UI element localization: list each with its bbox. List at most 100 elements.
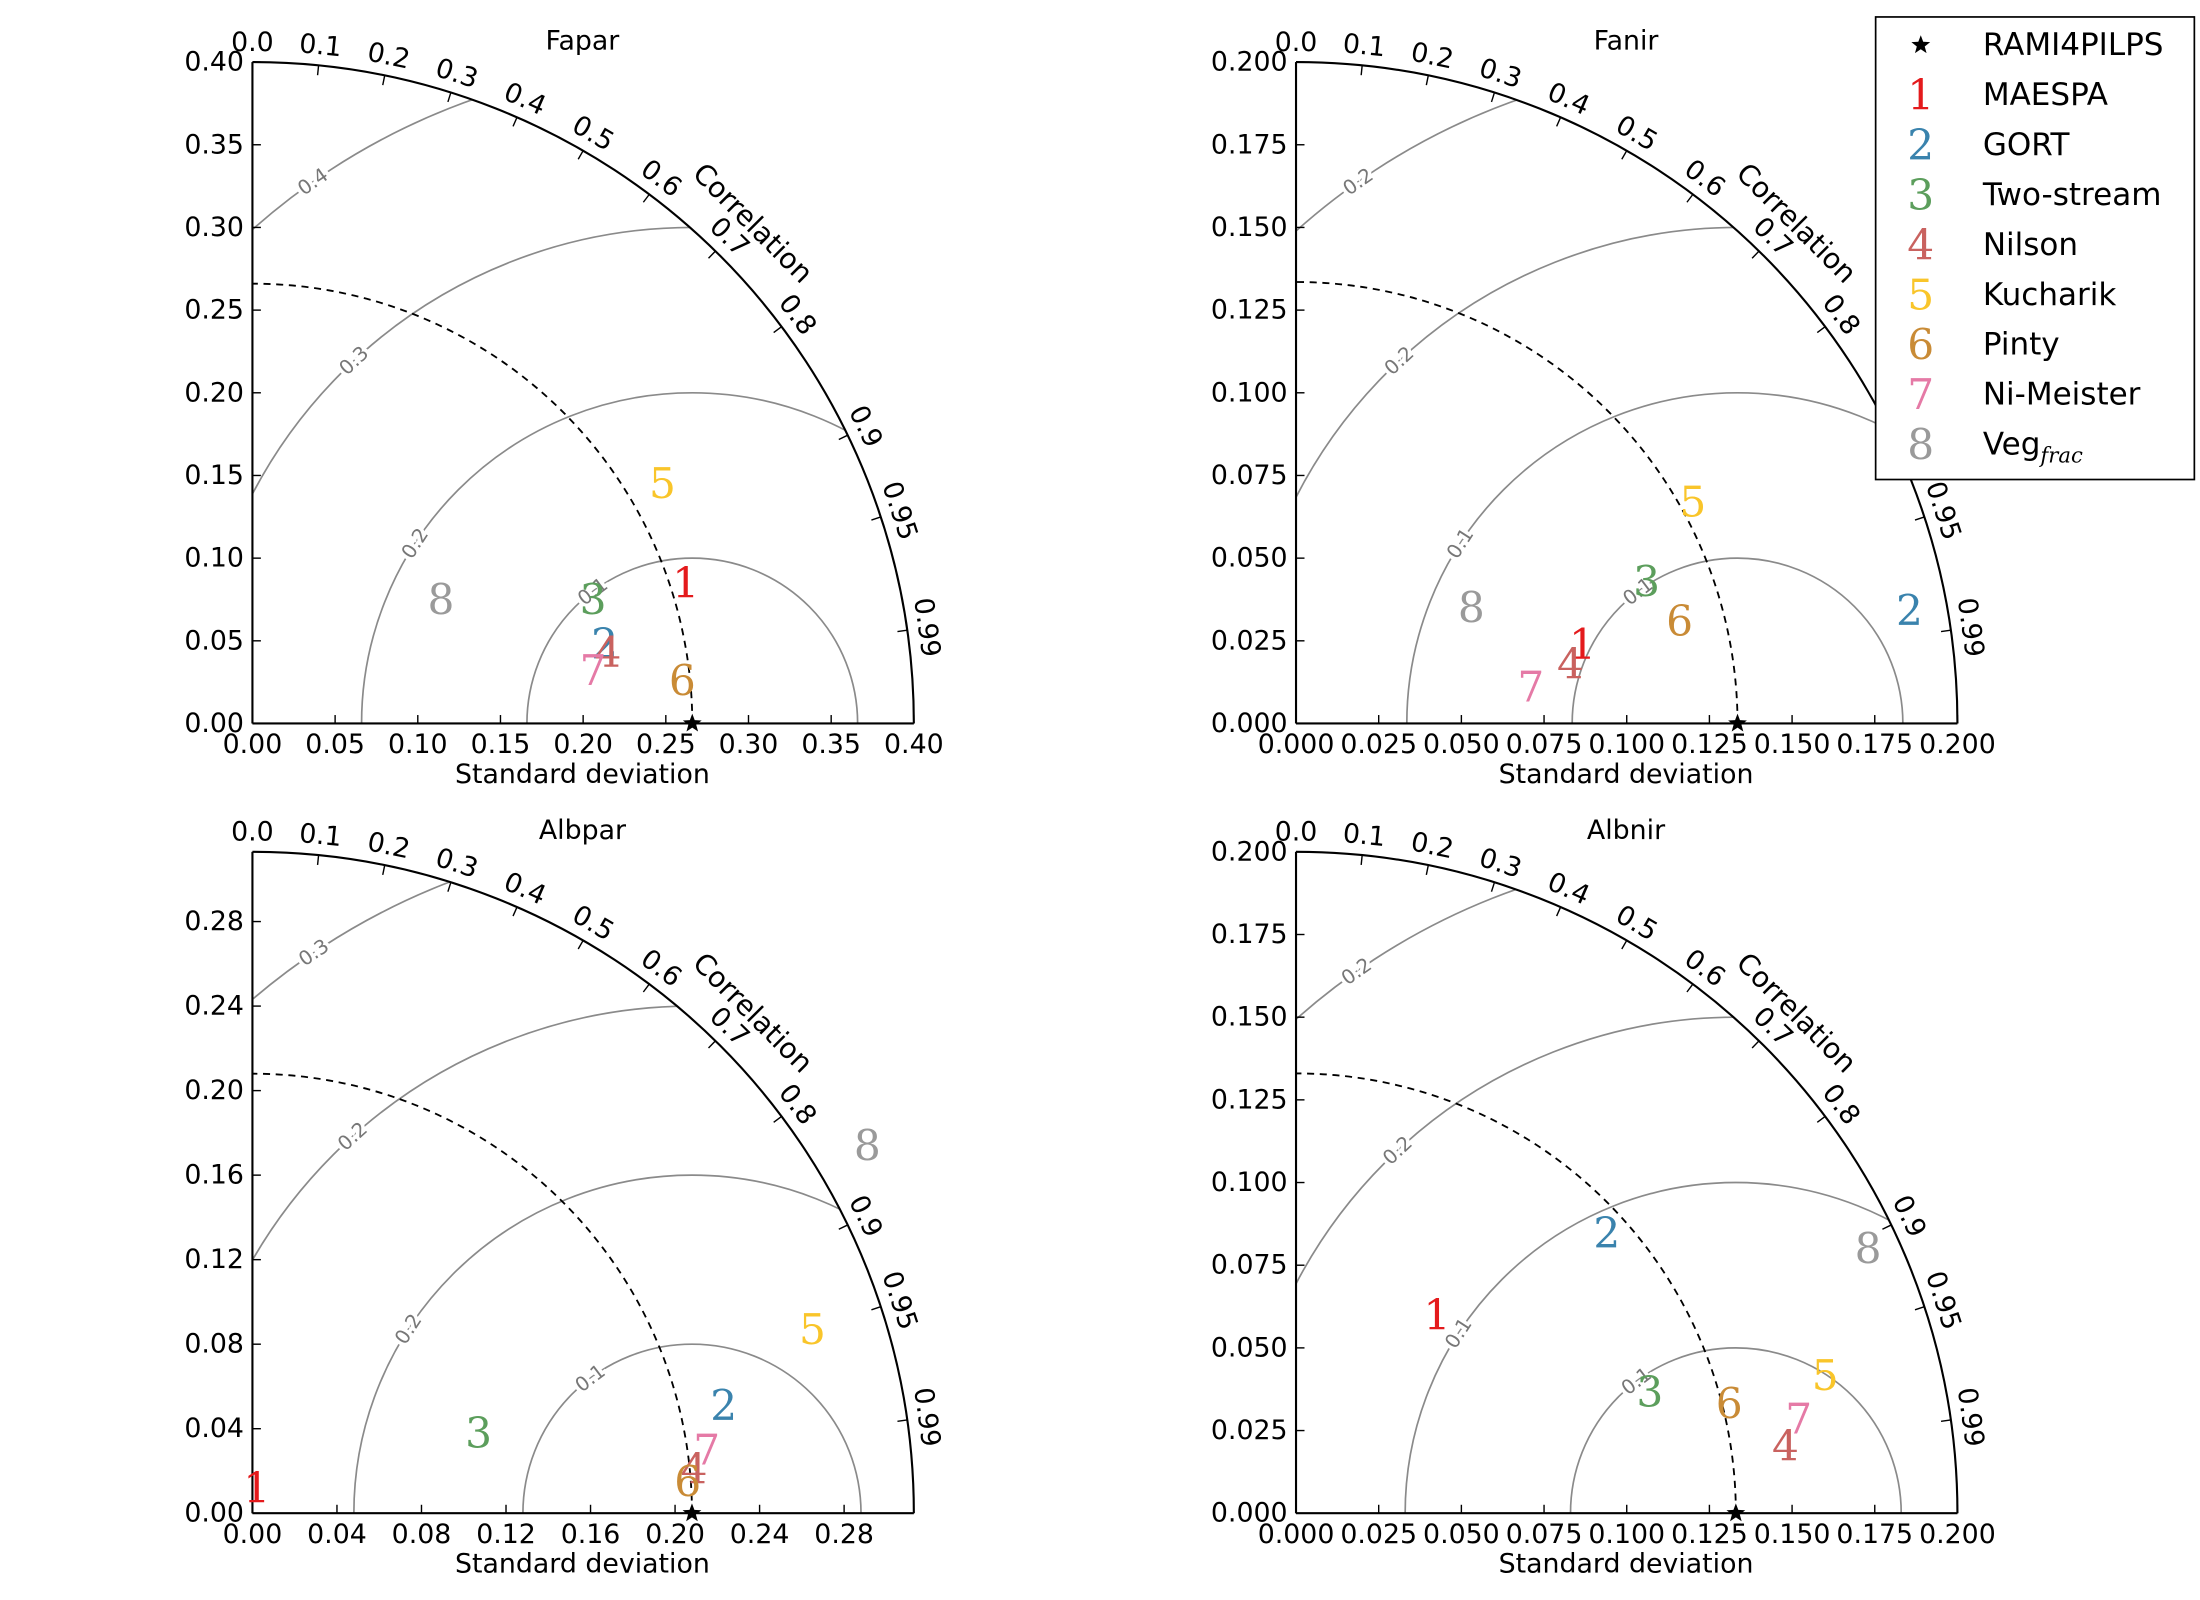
reference-point [1728, 713, 1747, 732]
x-tick-label: 0.30 [719, 729, 779, 760]
x-tick-label: 0.075 [1506, 729, 1583, 760]
x-tick-label: 0.175 [1836, 1519, 1913, 1550]
model-point: 5 [1812, 1351, 1839, 1400]
panel-title: Albnir [1587, 815, 1666, 846]
x-tick-label: 0.150 [1754, 729, 1831, 760]
y-tick-label: 0.35 [184, 129, 244, 160]
correlation-tick-label: 0.9 [842, 1190, 888, 1242]
legend-label: RAMI4PILPS [1983, 27, 2164, 63]
rms-label: 0.3 [294, 934, 333, 971]
model-point: 1 [1569, 620, 1596, 669]
x-tick-label: 0.35 [801, 729, 861, 760]
y-tick-label: 0.00 [184, 1498, 244, 1529]
correlation-tick [708, 1040, 716, 1049]
correlation-tick [512, 906, 518, 917]
y-tick-label: 0.04 [184, 1413, 244, 1444]
y-tick-label: 0.28 [184, 906, 244, 937]
correlation-tick [1816, 1115, 1826, 1123]
rms-label: 0.4 [293, 163, 332, 200]
y-tick-label: 0.125 [1211, 295, 1288, 326]
rms-label: 0.2 [1339, 163, 1378, 200]
reference-arc [1296, 281, 1739, 724]
x-tick-label: 0.00 [223, 729, 283, 760]
legend-name: Nilson [1983, 227, 2078, 263]
y-tick-label: 0.050 [1211, 543, 1288, 574]
correlation-tick-label: 0.5 [1610, 899, 1662, 947]
correlation-tick [447, 882, 452, 892]
y-tick-label: 0.08 [184, 1329, 244, 1360]
correlation-tick-label: 0.4 [499, 866, 550, 911]
correlation-tick-label: 0.4 [1543, 76, 1594, 121]
rms-label: 0.1 [571, 1360, 610, 1397]
x-tick-label: 0.40 [884, 729, 944, 760]
y-tick-label: 0.075 [1211, 1250, 1288, 1281]
legend-marker: 6 [1907, 320, 1934, 369]
x-tick-label: 0.025 [1340, 1519, 1417, 1550]
reference-arc [252, 282, 694, 724]
correlation-tick [1425, 75, 1429, 86]
legend-marker: 7 [1907, 370, 1934, 419]
correlation-tick-label: 0.9 [842, 401, 888, 453]
x-axis-label: Standard deviation [1499, 759, 1754, 790]
model-point: 6 [674, 1457, 701, 1506]
correlation-tick [1621, 940, 1628, 950]
y-tick-label: 0.075 [1211, 460, 1288, 491]
legend-name: RAMI4PILPS [1983, 27, 2164, 63]
correlation-tick [1490, 882, 1496, 892]
reference-point [1726, 1503, 1746, 1522]
y-tick-label: 0.050 [1211, 1332, 1288, 1363]
correlation-tick-label: 0.8 [772, 1078, 822, 1131]
model-point: 8 [1855, 1224, 1882, 1273]
x-tick-label: 0.025 [1340, 729, 1417, 760]
correlation-tick-label: 0.1 [298, 28, 343, 63]
legend-label: MAESPA [1983, 77, 2108, 113]
x-tick-label: 0.100 [1588, 729, 1665, 760]
model-point: 2 [710, 1381, 737, 1430]
correlation-tick [316, 855, 320, 866]
model-point: 7 [693, 1425, 720, 1474]
y-tick-label: 0.10 [184, 543, 244, 574]
correlation-tick [382, 75, 386, 86]
y-tick-label: 0.025 [1211, 1415, 1288, 1446]
model-point: 2 [591, 620, 618, 669]
correlation-tick [1425, 865, 1429, 876]
correlation-tick [1914, 1306, 1925, 1311]
correlation-tick [642, 983, 650, 993]
correlation-tick [512, 117, 518, 127]
x-tick-label: 0.125 [1671, 1519, 1748, 1550]
correlation-tick-label: 0.8 [1816, 288, 1866, 341]
rms-label: 0.2 [397, 524, 433, 563]
model-point: 3 [1636, 1368, 1663, 1417]
y-tick-label: 0.100 [1211, 377, 1288, 408]
legend-name: Two-stream [1982, 177, 2162, 213]
correlation-tick-label: 0.0 [1275, 817, 1318, 848]
x-tick-label: 0.125 [1671, 729, 1748, 760]
model-point: 5 [799, 1305, 826, 1354]
reference-point [682, 1503, 702, 1522]
legend-label: Two-stream [1982, 177, 2162, 213]
correlation-label: Correlation [686, 156, 819, 289]
model-point: 3 [465, 1408, 492, 1457]
correlation-tick [897, 629, 908, 633]
correlation-tick [1360, 855, 1363, 866]
y-tick-label: 0.000 [1211, 708, 1288, 739]
y-tick-label: 0.20 [184, 1075, 244, 1106]
legend-marker: 4 [1907, 220, 1934, 269]
correlation-tick-label: 0.4 [1543, 866, 1594, 911]
correlation-tick [897, 1419, 908, 1423]
correlation-tick [1360, 65, 1363, 76]
x-tick-label: 0.28 [814, 1519, 874, 1550]
correlation-tick-label: 0.0 [231, 817, 274, 848]
correlation-tick [1940, 1419, 1951, 1423]
model-point: 2 [1896, 586, 1923, 635]
model-point: 1 [1423, 1290, 1450, 1339]
y-tick-label: 0.150 [1211, 212, 1288, 243]
model-point: 8 [1458, 583, 1485, 632]
legend-name: Ni-Meister [1983, 377, 2141, 413]
x-tick-label: 0.04 [307, 1519, 367, 1550]
correlation-tick [838, 1224, 849, 1230]
correlation-tick [773, 1115, 782, 1123]
